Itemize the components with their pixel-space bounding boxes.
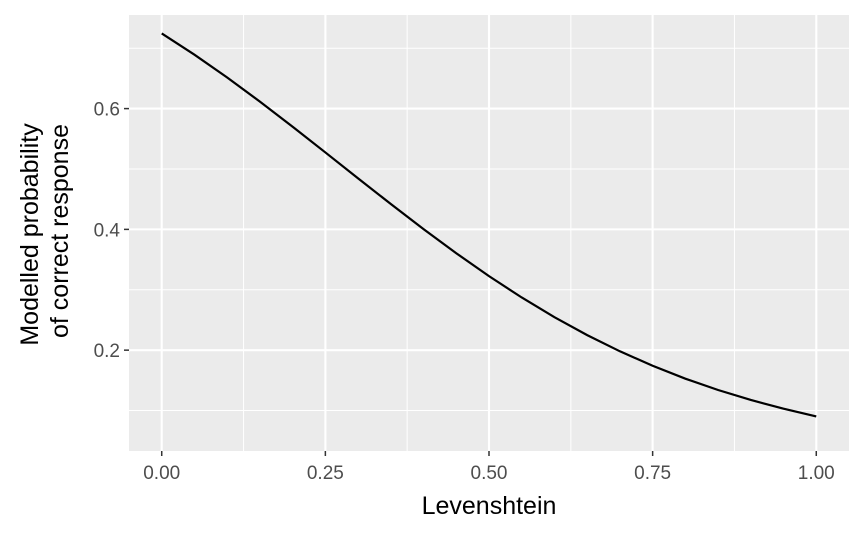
- y-axis-title-line-1: Modelled probability: [16, 123, 44, 346]
- x-tick-label: 1.00: [798, 463, 835, 484]
- x-axis: 0.00 0.25 0.50 0.75 1.00: [143, 451, 835, 484]
- y-tick-label: 0.6: [94, 100, 120, 121]
- x-tick-label: 0.50: [471, 463, 508, 484]
- major-gridlines: [129, 15, 849, 451]
- probability-curve: [161, 32, 817, 418]
- y-axis-title-line-2: of correct response: [46, 124, 74, 338]
- x-tick-label: 0.75: [634, 463, 671, 484]
- y-tick-label: 0.2: [94, 341, 120, 362]
- y-tick-label: 0.4: [94, 220, 121, 241]
- x-tick-label: 0.25: [307, 463, 344, 484]
- x-tick-label: 0.00: [143, 463, 180, 484]
- y-axis: 0.2 0.4 0.6: [94, 100, 129, 362]
- y-axis-title: Modelled probability of correct response: [16, 116, 74, 345]
- x-axis-title: Levenshtein: [422, 492, 557, 520]
